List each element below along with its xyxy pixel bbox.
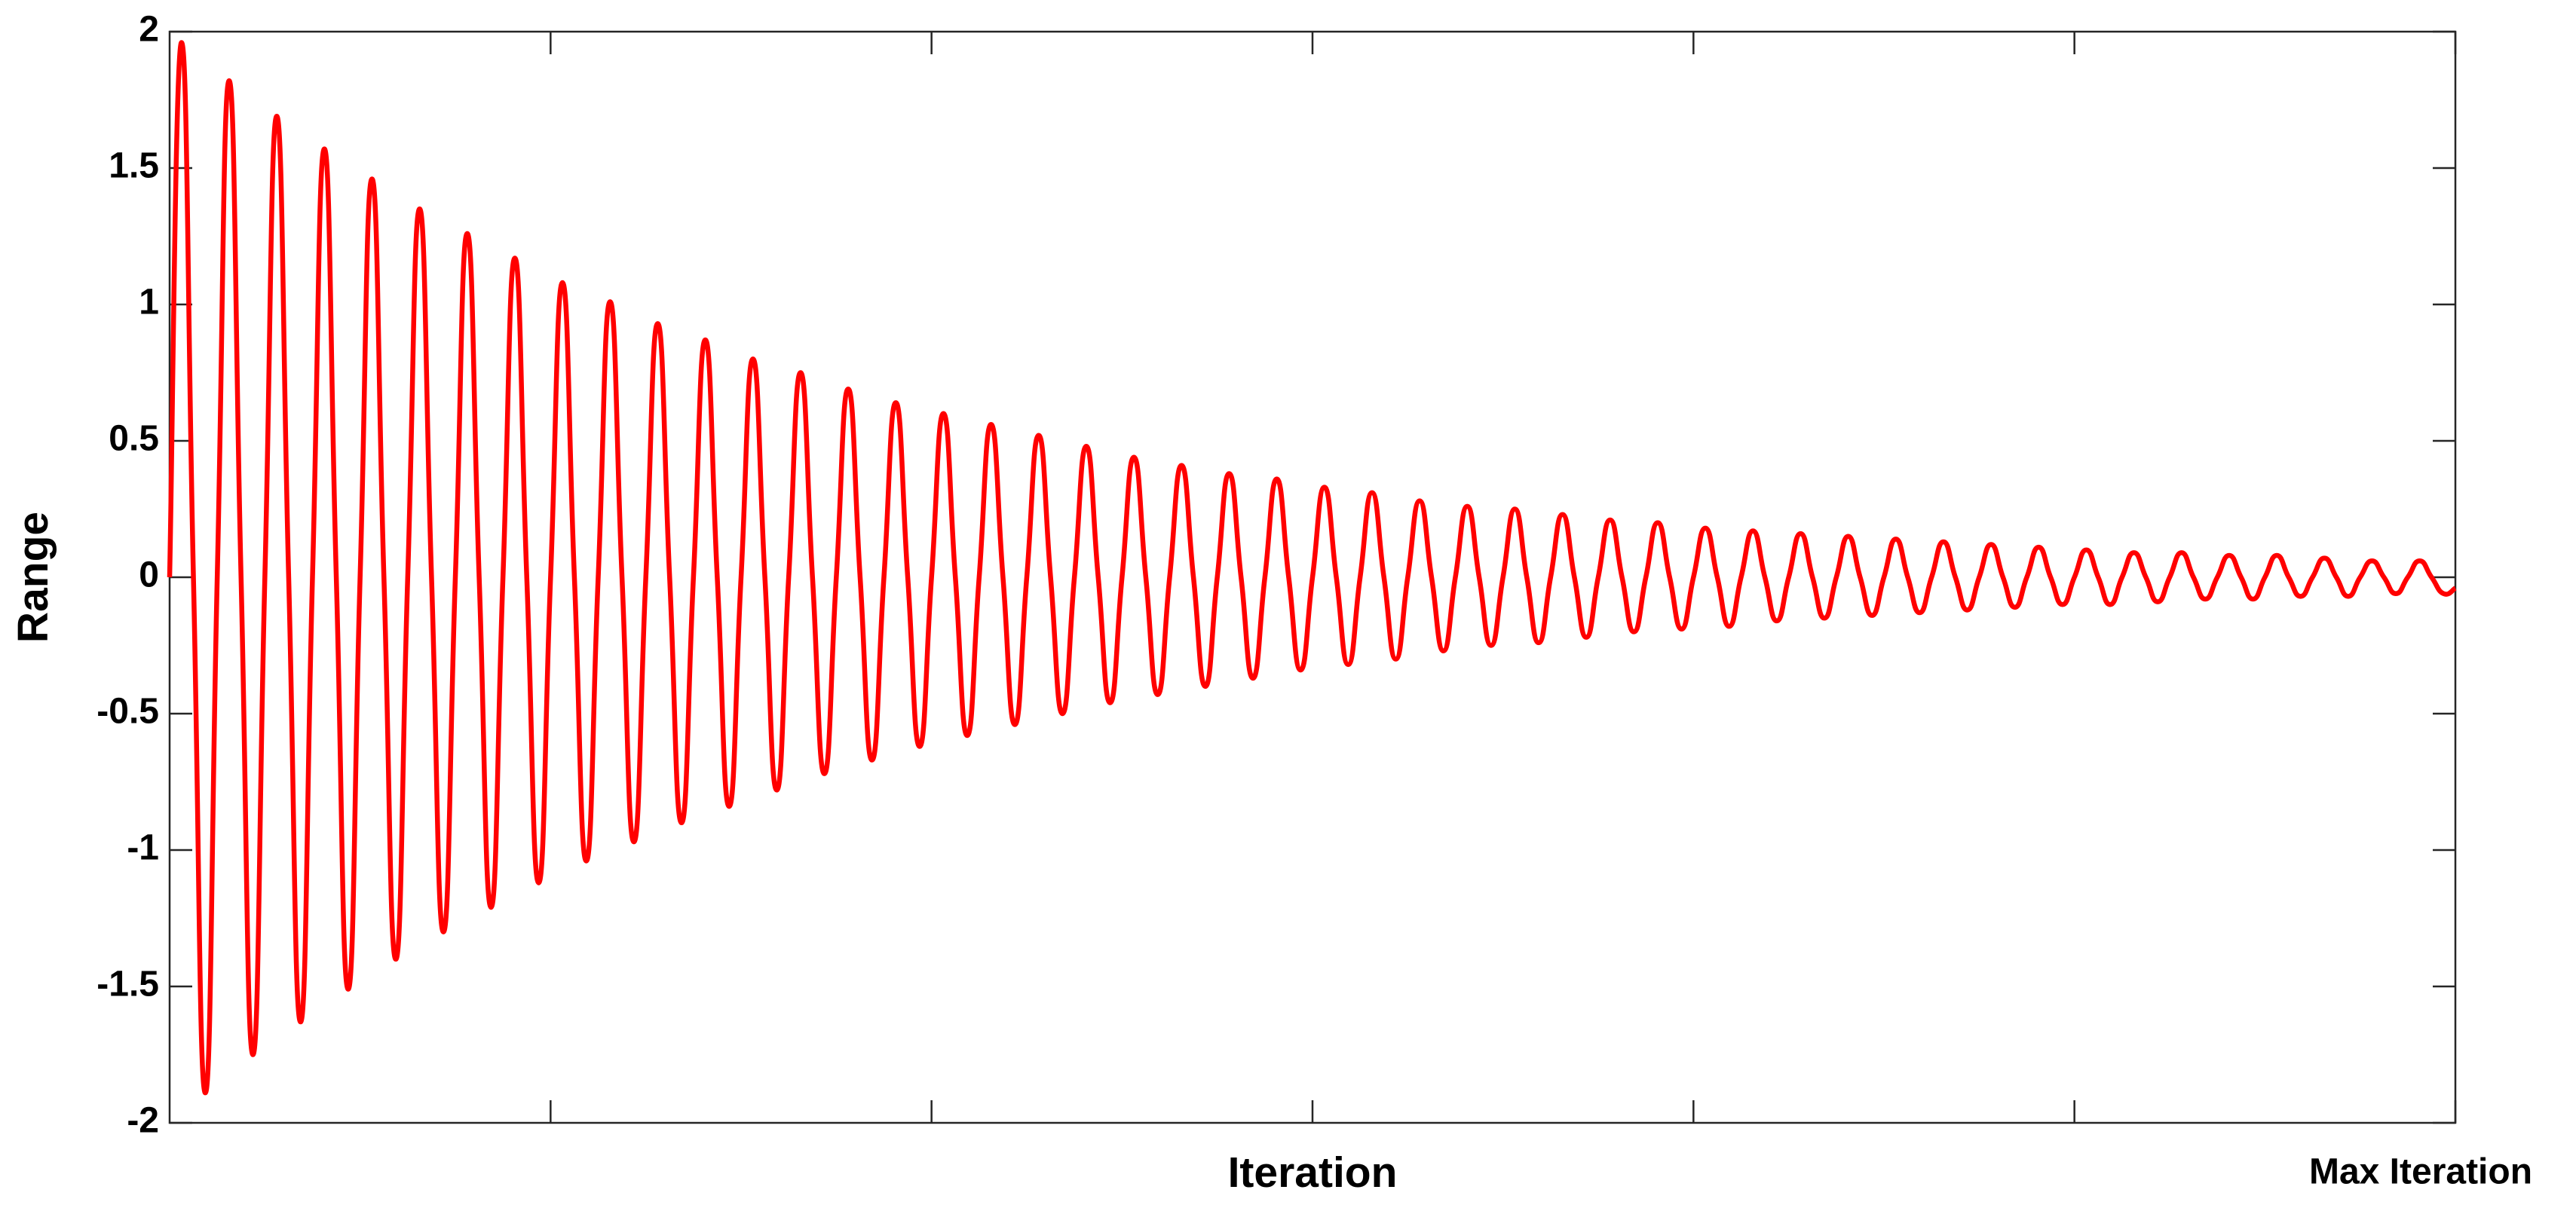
y-tick-label: 2 <box>139 10 159 50</box>
y-tick-label: -0.5 <box>96 692 159 732</box>
y-tick-label: 0 <box>139 555 159 595</box>
y-tick-label: -1 <box>127 828 159 868</box>
y-axis-label: Range <box>9 512 57 643</box>
y-tick-label: 1 <box>139 283 159 323</box>
y-tick-label: -2 <box>127 1101 159 1141</box>
x-axis-label: Iteration <box>1228 1148 1398 1197</box>
data-line <box>167 40 2457 1096</box>
y-tick-label: 1.5 <box>109 146 159 186</box>
x-tick-label: Max Iteration <box>2309 1152 2532 1192</box>
y-tick-label: -1.5 <box>96 965 159 1005</box>
y-tick-label: 0.5 <box>109 419 159 459</box>
